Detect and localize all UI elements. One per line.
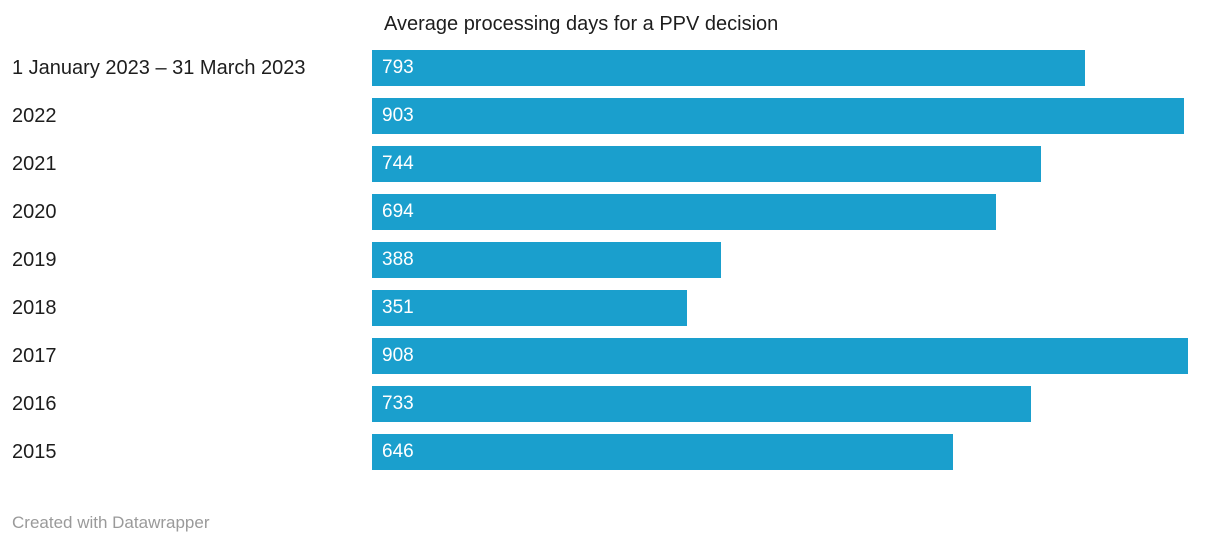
bar: 793: [372, 50, 1085, 86]
bar-value-label: 903: [382, 105, 414, 126]
bar-chart: Average processing days for a PPV decisi…: [0, 13, 1220, 470]
category-label: 2018: [12, 296, 57, 319]
chart-row: 2016 733: [0, 386, 1220, 422]
bar-track: 733: [372, 386, 1188, 422]
chart-row: 2015 646: [0, 434, 1220, 470]
chart-row: 1 January 2023 – 31 March 2023 793: [0, 50, 1220, 86]
bar-value-label: 351: [382, 297, 414, 318]
bar-track: 744: [372, 146, 1188, 182]
bar: 908: [372, 338, 1188, 374]
bar: 733: [372, 386, 1031, 422]
bar: 388: [372, 242, 721, 278]
bar-track: 388: [372, 242, 1188, 278]
category-label: 2021: [12, 152, 57, 175]
bar-track: 646: [372, 434, 1188, 470]
chart-row: 2022 903: [0, 98, 1220, 134]
category-label: 2020: [12, 200, 57, 223]
bar: 694: [372, 194, 996, 230]
category-label: 1 January 2023 – 31 March 2023: [12, 56, 306, 79]
bar-value-label: 646: [382, 441, 414, 462]
bar-track: 903: [372, 98, 1188, 134]
category-label: 2015: [12, 440, 57, 463]
chart-row: 2019 388: [0, 242, 1220, 278]
bar-value-label: 388: [382, 249, 414, 270]
bar-value-label: 694: [382, 201, 414, 222]
category-label: 2019: [12, 248, 57, 271]
bar-value-label: 733: [382, 393, 414, 414]
bar-track: 793: [372, 50, 1188, 86]
chart-row: 2021 744: [0, 146, 1220, 182]
bar: 903: [372, 98, 1184, 134]
chart-row: 2018 351: [0, 290, 1220, 326]
bar: 744: [372, 146, 1041, 182]
bar-value-label: 793: [382, 57, 414, 78]
category-label: 2016: [12, 392, 57, 415]
bar: 351: [372, 290, 688, 326]
bar-value-label: 744: [382, 153, 414, 174]
bar-value-label: 908: [382, 345, 414, 366]
category-label: 2022: [12, 104, 57, 127]
category-label: 2017: [12, 344, 57, 367]
chart-rows: 1 January 2023 – 31 March 2023 793 2022 …: [0, 50, 1220, 470]
chart-row: 2020 694: [0, 194, 1220, 230]
bar: 646: [372, 434, 953, 470]
datawrapper-attribution-link[interactable]: Created with Datawrapper: [12, 513, 210, 532]
bar-track: 908: [372, 338, 1188, 374]
bar-track: 351: [372, 290, 1188, 326]
chart-row: 2017 908: [0, 338, 1220, 374]
chart-title: Average processing days for a PPV decisi…: [384, 13, 779, 35]
bar-track: 694: [372, 194, 1188, 230]
